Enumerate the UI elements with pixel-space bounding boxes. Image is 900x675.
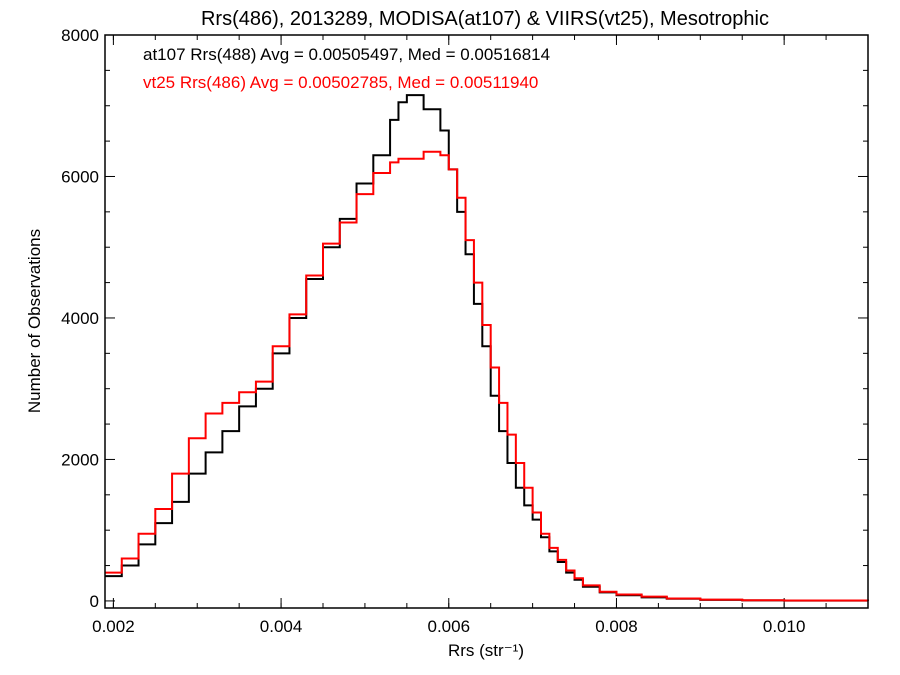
y-tick-label: 0	[90, 592, 99, 611]
y-axis-label: Number of Observations	[25, 229, 44, 413]
x-tick-label: 0.008	[595, 617, 638, 636]
x-tick-label: 0.006	[427, 617, 470, 636]
y-tick-label: 8000	[61, 26, 99, 45]
y-tick-label: 6000	[61, 167, 99, 186]
x-tick-label: 0.010	[763, 617, 806, 636]
series-line-at107	[105, 94, 869, 602]
x-axis-label: Rrs (str⁻¹)	[448, 641, 524, 660]
legend-entry: at107 Rrs(488) Avg = 0.00505497, Med = 0…	[143, 45, 550, 64]
x-tick-label: 0.004	[260, 617, 303, 636]
series-line-vt25	[105, 150, 869, 602]
chart-title: Rrs(486), 2013289, MODISA(at107) & VIIRS…	[201, 8, 769, 30]
y-tick-label: 2000	[61, 450, 99, 469]
plot-frame	[104, 34, 869, 609]
y-tick-label: 4000	[61, 309, 99, 328]
x-tick-label: 0.002	[92, 617, 135, 636]
legend-entry: vt25 Rrs(486) Avg = 0.00502785, Med = 0.…	[143, 73, 538, 92]
